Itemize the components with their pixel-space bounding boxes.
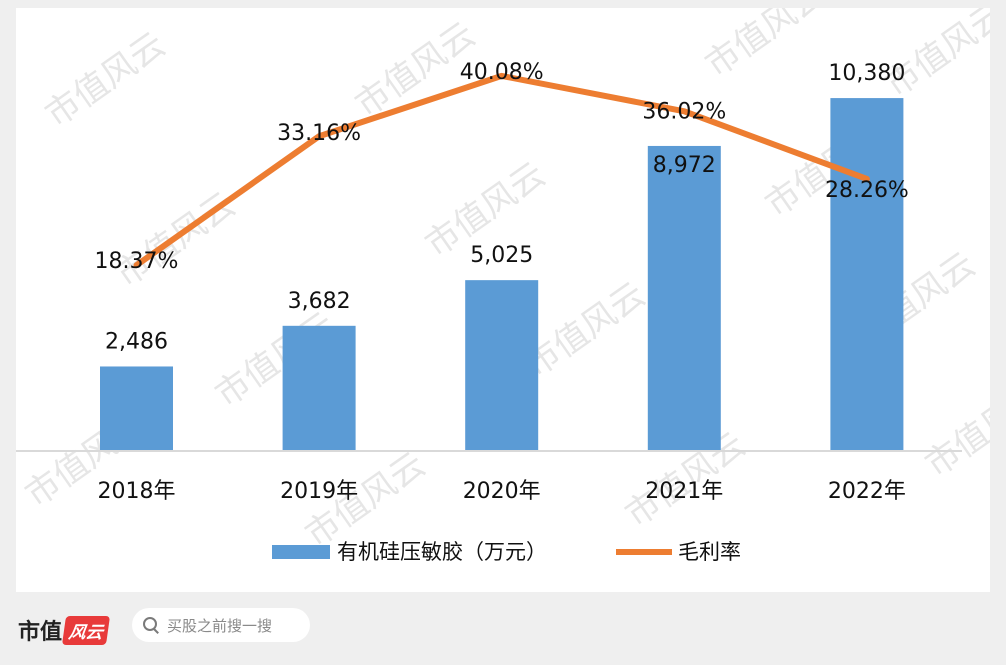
chart-card: 市值风云 市值风云 市值风云 市值风云 市值风云 市值风云 市值风云 市值风云 市值风云 市值风云… xyxy=(16,8,990,592)
watermark-text: 市值风云 xyxy=(918,375,990,486)
search-box[interactable]: 买股之前搜一搜 xyxy=(132,608,310,642)
line-label-3: 36.02% xyxy=(642,99,726,124)
bar-0 xyxy=(100,366,173,451)
bar-label-4: 10,380 xyxy=(828,61,905,86)
line-label-1: 33.16% xyxy=(277,121,361,146)
bar-1 xyxy=(282,325,356,451)
x-axis-ticks: 2018年 2019年 2020年 2021年 2022年 xyxy=(98,479,906,504)
watermark-text: 市值风云 xyxy=(878,8,990,105)
legend-label-line: 毛利率 xyxy=(678,540,741,564)
bar-4 xyxy=(830,98,904,451)
bar-series xyxy=(100,98,904,451)
line-label-0: 18.37% xyxy=(95,249,179,274)
legend-label-bar: 有机硅压敏胶（万元） xyxy=(337,540,547,564)
line-label-2: 40.08% xyxy=(460,60,544,85)
x-tick-1: 2019年 xyxy=(280,479,358,504)
bar-label-0: 2,486 xyxy=(105,329,168,354)
bar-label-2: 5,025 xyxy=(470,243,533,268)
search-icon xyxy=(143,617,159,634)
x-tick-0: 2018年 xyxy=(98,479,176,504)
x-tick-4: 2022年 xyxy=(828,479,906,504)
bar-3 xyxy=(647,145,721,451)
x-tick-3: 2021年 xyxy=(645,479,723,504)
bar-2 xyxy=(465,280,539,451)
bar-data-labels: 2,486 3,682 5,025 8,972 10,380 xyxy=(105,61,905,354)
legend-swatch-bar xyxy=(272,545,330,559)
bar-label-3: 8,972 xyxy=(653,153,716,178)
line-label-4: 28.26% xyxy=(825,178,909,203)
watermark-text: 市值风云 xyxy=(698,8,832,85)
brand-text: 市值 xyxy=(18,619,63,645)
footer-bar: 市值 风云 买股之前搜一搜 xyxy=(0,592,1006,665)
line-series xyxy=(133,72,870,269)
bar-label-1: 3,682 xyxy=(288,289,351,314)
watermark-text: 市值风云 xyxy=(518,275,652,386)
brand-logo-badge: 风云 xyxy=(61,615,111,645)
search-placeholder: 买股之前搜一搜 xyxy=(167,616,273,635)
x-tick-2: 2020年 xyxy=(463,479,541,504)
brand-logo[interactable]: 市值 风云 xyxy=(18,614,111,646)
legend: 有机硅压敏胶（万元） 毛利率 xyxy=(272,540,741,564)
watermark-text: 市值风云 xyxy=(38,25,172,136)
line-data-labels: 18.37% 33.16% 40.08% 36.02% 28.26% xyxy=(95,60,909,274)
